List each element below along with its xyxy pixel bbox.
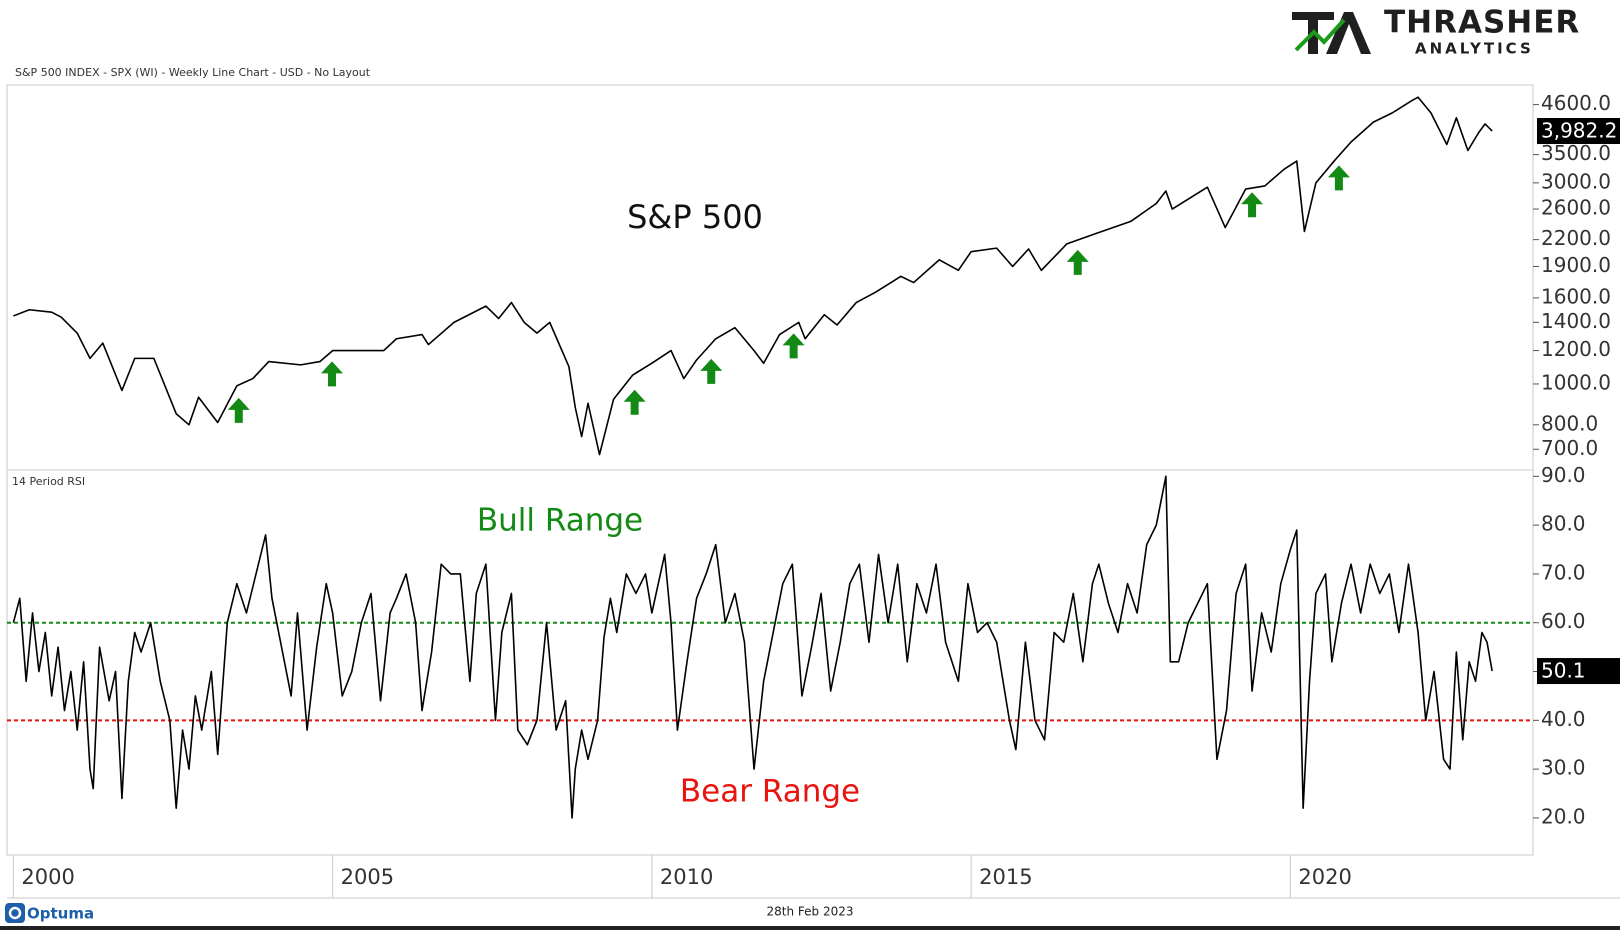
brand-icon-ring xyxy=(8,906,22,920)
y-tick-label: 2200.0 xyxy=(1541,226,1611,250)
last-value-label: 3,982.2 xyxy=(1541,119,1617,143)
footer-date: 28th Feb 2023 xyxy=(767,905,854,919)
logo-mark-a xyxy=(1326,12,1371,54)
signal-arrow xyxy=(227,397,250,423)
chart-label: S&P 500 xyxy=(627,198,763,236)
range-label: Bear Range xyxy=(680,774,860,810)
range-label: Bull Range xyxy=(477,503,643,539)
y-tick-label: 1200.0 xyxy=(1541,337,1611,361)
x-tick-label: 2010 xyxy=(660,865,713,889)
brand-name: Optuma xyxy=(27,905,94,923)
logo-subtitle: ANALYTICS xyxy=(1415,40,1534,58)
last-value-box xyxy=(1537,118,1620,145)
y-tick-label: 40.0 xyxy=(1541,707,1586,731)
y-tick-label: 800.0 xyxy=(1541,411,1598,435)
signal-arrow xyxy=(782,333,805,359)
signal-arrow xyxy=(1327,165,1350,191)
y-tick-label: 70.0 xyxy=(1541,560,1586,584)
series-line xyxy=(13,96,1493,456)
logo-title: THRASHER xyxy=(1384,5,1580,41)
y-tick-label: 3000.0 xyxy=(1541,169,1611,193)
y-tick-label: 1000.0 xyxy=(1541,370,1611,394)
panel-title: 14 Period RSI xyxy=(12,475,85,488)
logo-mark-line xyxy=(1294,18,1346,52)
bottom-bar xyxy=(0,926,1620,930)
optuma-logo: Optuma xyxy=(5,903,94,923)
signal-arrow xyxy=(1066,249,1089,275)
x-tick-label: 2005 xyxy=(341,865,394,889)
y-tick-label: 60.0 xyxy=(1541,609,1586,633)
signal-arrow xyxy=(700,358,723,384)
brand-icon xyxy=(5,903,25,923)
signal-arrow xyxy=(623,389,646,415)
last-value-box xyxy=(1537,658,1620,685)
y-tick-label: 1600.0 xyxy=(1541,284,1611,308)
y-tick-label: 30.0 xyxy=(1541,756,1586,780)
y-tick-label: 1900.0 xyxy=(1541,253,1611,277)
y-tick-label: 90.0 xyxy=(1541,463,1586,487)
y-tick-label: 1400.0 xyxy=(1541,309,1611,333)
signal-arrow xyxy=(1241,192,1264,218)
y-tick-label: 3500.0 xyxy=(1541,141,1611,165)
x-tick-label: 2000 xyxy=(21,865,74,889)
logo: THRASHER ANALYTICS xyxy=(1292,5,1580,58)
y-tick-label: 80.0 xyxy=(1541,512,1586,536)
signal-arrow xyxy=(320,361,343,387)
y-tick-label: 4600.0 xyxy=(1541,91,1611,115)
series-line xyxy=(12,475,1493,819)
chart-subtitle: S&P 500 INDEX - SPX (WI) - Weekly Line C… xyxy=(15,66,371,79)
y-tick-label: 700.0 xyxy=(1541,436,1598,460)
x-tick-label: 2015 xyxy=(979,865,1032,889)
x-tick-label: 2020 xyxy=(1298,865,1351,889)
last-value-label: 50.1 xyxy=(1541,659,1586,683)
y-tick-label: 20.0 xyxy=(1541,804,1586,828)
y-tick-label: 2600.0 xyxy=(1541,196,1611,220)
